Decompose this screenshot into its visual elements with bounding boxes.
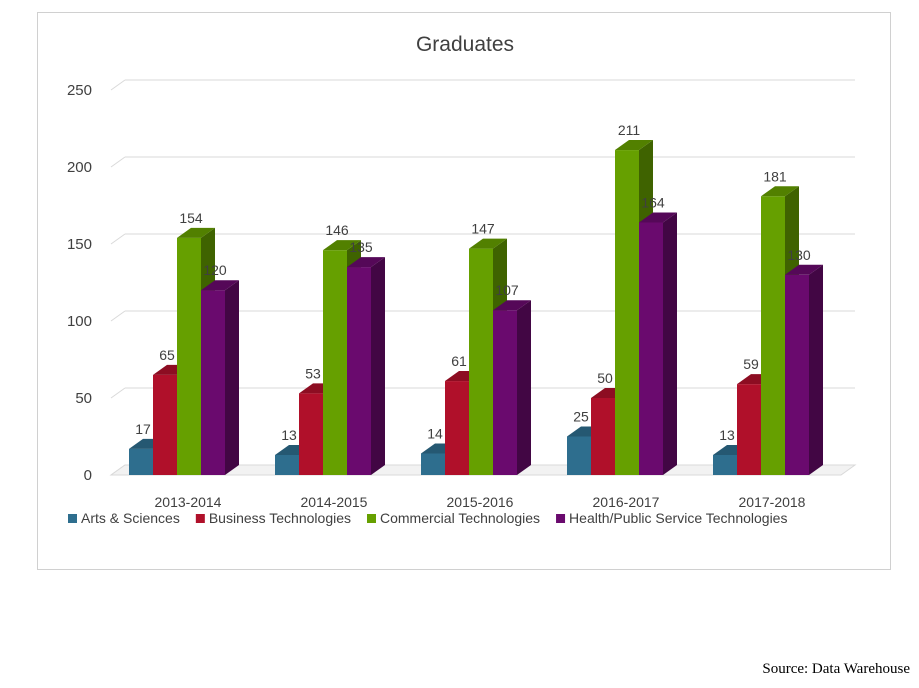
data-label: 130 [787, 247, 811, 263]
y-tick-label: 250 [67, 82, 92, 99]
bar [177, 237, 201, 475]
bar [299, 393, 323, 475]
data-label: 164 [641, 194, 665, 210]
legend-entry: Commercial Technologies [380, 510, 540, 526]
data-label: 53 [305, 365, 321, 381]
bar [493, 310, 517, 475]
bar [469, 248, 493, 475]
bar [153, 374, 177, 475]
x-tick-label: 2017-2018 [739, 494, 806, 510]
bar-top [785, 264, 823, 275]
bar-top [615, 140, 653, 151]
y-tick-label: 150 [67, 236, 92, 253]
legend-swatch [556, 514, 566, 523]
legend-swatch [367, 514, 376, 523]
bar [713, 454, 737, 475]
data-label: 154 [179, 210, 203, 226]
data-label: 146 [325, 222, 349, 238]
y-tick-label: 200 [67, 159, 92, 176]
bar-side [371, 257, 385, 475]
bar [615, 150, 639, 475]
data-label: 14 [427, 425, 443, 441]
bar [421, 453, 445, 475]
data-label: 65 [159, 347, 175, 363]
bar [737, 384, 761, 475]
bar [567, 436, 591, 475]
y-tick-label: 100 [67, 313, 92, 330]
bar [785, 274, 809, 475]
x-tick-label: 2014-2015 [301, 494, 368, 510]
data-label: 17 [135, 421, 151, 437]
legend-entry: Health/Public Service Technologies [569, 510, 787, 526]
bar-top [177, 227, 215, 238]
bar-top [323, 240, 361, 251]
bar [201, 290, 225, 475]
data-label: 107 [495, 282, 519, 298]
legend-swatch [68, 514, 77, 523]
gridline-diagonal [110, 310, 126, 322]
bar-top [493, 300, 531, 311]
gridline-diagonal [110, 233, 126, 245]
bar [761, 196, 785, 475]
data-label: 135 [349, 239, 373, 255]
data-label: 61 [451, 353, 467, 369]
data-label: 120 [203, 262, 227, 278]
gridline-diagonal [110, 387, 126, 399]
legend-entry: Arts & Sciences [81, 510, 180, 526]
bar-side [809, 264, 823, 475]
x-tick-label: 2016-2017 [593, 494, 660, 510]
x-tick-label: 2015-2016 [447, 494, 514, 510]
data-label: 181 [763, 168, 787, 184]
bar-side [517, 300, 531, 475]
bar [347, 267, 371, 475]
chart-title: Graduates [416, 33, 514, 56]
gridline-diagonal [110, 79, 126, 91]
bar [275, 454, 299, 475]
bar-top [639, 212, 677, 223]
data-label: 211 [618, 122, 641, 138]
bar [129, 448, 153, 475]
x-tick-label: 2013-2014 [155, 494, 222, 510]
data-label: 50 [597, 370, 613, 386]
bar-top [347, 257, 385, 268]
data-label: 13 [719, 427, 735, 443]
bar [639, 222, 663, 475]
bar-side [663, 212, 677, 475]
y-tick-label: 0 [84, 467, 92, 484]
bar [591, 398, 615, 475]
gridline-diagonal [110, 156, 126, 168]
data-label: 25 [573, 409, 589, 425]
bar-top [201, 280, 239, 291]
data-label: 13 [281, 427, 297, 443]
source-note: Source: Data Warehouse [762, 661, 910, 677]
y-tick-label: 50 [75, 390, 92, 407]
data-label: 147 [471, 221, 495, 237]
bar-top [469, 238, 507, 249]
legend-entry: Business Technologies [209, 510, 351, 526]
bar [323, 250, 347, 475]
legend-swatch [195, 514, 205, 523]
bar-side [225, 280, 239, 475]
bar-top [761, 186, 799, 197]
bar [445, 381, 469, 475]
data-label: 59 [743, 356, 759, 372]
